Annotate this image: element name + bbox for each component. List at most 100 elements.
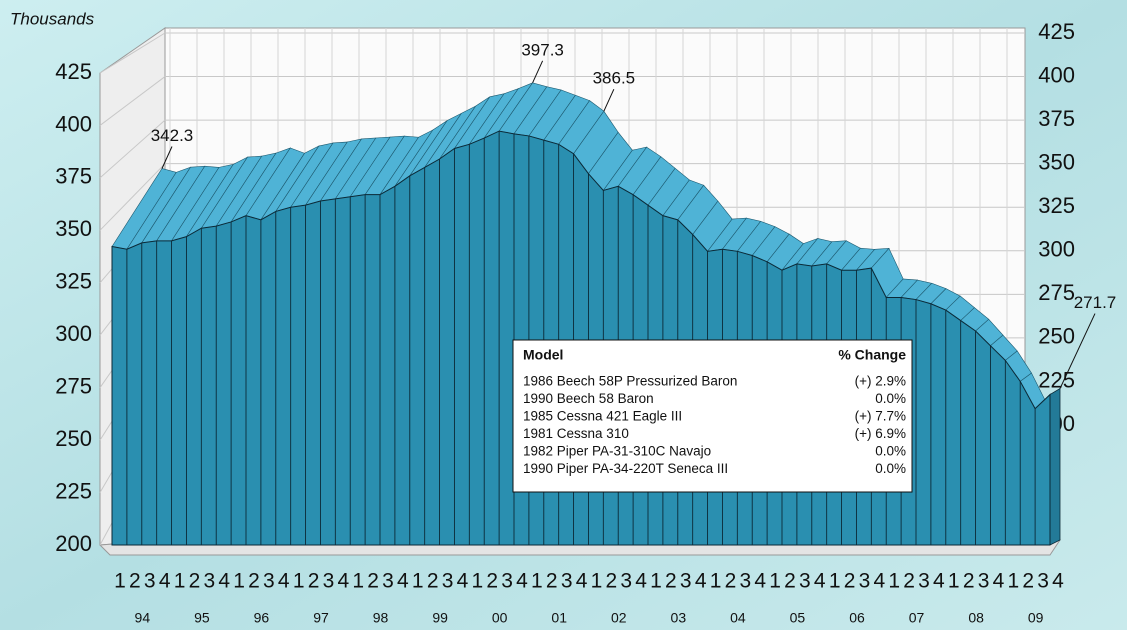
x-tick-label: 4: [754, 570, 766, 593]
year-label: 02: [611, 610, 627, 626]
x-tick-label: 3: [918, 570, 930, 593]
y-tick-label: 400: [55, 111, 92, 136]
y2-tick-label: 400: [1038, 62, 1075, 87]
x-tick-label: 4: [814, 570, 826, 593]
year-label: 03: [671, 610, 687, 626]
y2-tick-label: 250: [1038, 324, 1075, 349]
table: Model % Change 1986 Beech 58P Pressurized …: [512, 339, 913, 493]
x-tick-label: 1: [531, 570, 543, 593]
x-tick-label: 3: [203, 570, 215, 593]
y-tick-label: 200: [55, 531, 92, 556]
table-cell: 0.0%: [875, 391, 906, 406]
year-label: 01: [551, 610, 567, 626]
x-tick-label: 2: [427, 570, 439, 593]
x-tick-label: 2: [963, 570, 975, 593]
x-tick-label: 3: [620, 570, 632, 593]
y2-tick-label: 300: [1038, 237, 1075, 262]
table-cell: (+) 6.9%: [855, 426, 906, 441]
x-tick-label: 1: [710, 570, 722, 593]
y-tick-label: 225: [55, 478, 92, 503]
x-tick-label: 3: [799, 570, 811, 593]
y2-tick-label: 425: [1038, 19, 1075, 44]
x-tick-label: 2: [546, 570, 558, 593]
y-tick-label: 425: [55, 59, 92, 84]
x-tick-label: 1: [829, 570, 841, 593]
grid-line: [99, 119, 166, 179]
table-box: [512, 339, 913, 493]
x-tick-label: 3: [144, 570, 156, 593]
year-label: 08: [968, 610, 984, 626]
end-face: [1049, 387, 1061, 546]
x-tick-label: 3: [442, 570, 454, 593]
y2-tick-label: 375: [1038, 106, 1075, 131]
year-label: 05: [790, 610, 806, 626]
x-tick-label: 3: [1037, 570, 1049, 593]
year-label: 97: [313, 610, 329, 626]
x-tick-label: 2: [784, 570, 796, 593]
x-tick-label: 1: [352, 570, 364, 593]
value-label: 386.5: [593, 69, 636, 88]
year-label: 09: [1028, 610, 1044, 626]
x-tick-label: 2: [1022, 570, 1034, 593]
x-tick-label: 4: [873, 570, 885, 593]
year-label: 06: [849, 610, 865, 626]
x-tick-label: 2: [725, 570, 737, 593]
x-tick-label: 3: [501, 570, 513, 593]
x-tick-label: 2: [129, 570, 141, 593]
x-tick-label: 4: [576, 570, 588, 593]
y2-tick-label: 325: [1038, 193, 1075, 218]
table-header: Model: [523, 347, 563, 363]
x-tick-label: 1: [174, 570, 186, 593]
x-tick-label: 1: [412, 570, 424, 593]
y-tick-label: 250: [55, 426, 92, 451]
x-tick-label: 1: [888, 570, 900, 593]
x-tick-label: 2: [665, 570, 677, 593]
x-tick-label: 4: [337, 570, 349, 593]
x-tick-label: 4: [993, 570, 1005, 593]
x-tick-label: 3: [859, 570, 871, 593]
x-tick-label: 4: [397, 570, 409, 593]
x-tick-label: 1: [293, 570, 305, 593]
x-tick-label: 1: [233, 570, 245, 593]
y-tick-label: 300: [55, 321, 92, 346]
table-cell: 1981 Cessna 310: [523, 426, 629, 441]
x-tick-label: 2: [486, 570, 498, 593]
x-tick-label: 4: [278, 570, 290, 593]
year-label: 00: [492, 610, 508, 626]
x-tick-label: 4: [516, 570, 528, 593]
x-tick-label: 4: [695, 570, 707, 593]
table-cell: 0.0%: [875, 461, 906, 476]
x-tick-label: 4: [635, 570, 647, 593]
y-tick-label: 350: [55, 216, 92, 241]
table-cell: 1982 Piper PA-31-310C Navajo: [523, 444, 711, 459]
x-tick-label: 2: [605, 570, 617, 593]
year-label: 95: [194, 610, 210, 626]
grid-line: [99, 32, 166, 74]
x-tick-label: 1: [591, 570, 603, 593]
y-tick-label: 325: [55, 269, 92, 294]
x-tick-label: 1: [769, 570, 781, 593]
table-cell: 1990 Beech 58 Baron: [523, 391, 654, 406]
unit-label: Thousands: [10, 9, 95, 28]
grid-line: [99, 76, 166, 126]
x-tick-label: 1: [1007, 570, 1019, 593]
x-tick-label: 4: [457, 570, 469, 593]
y2-tick-label: 275: [1038, 280, 1075, 305]
x-tick-label: 2: [189, 570, 201, 593]
table-cell: (+) 7.7%: [855, 409, 906, 424]
x-tick-label: 2: [308, 570, 320, 593]
x-tick-label: 1: [471, 570, 483, 593]
x-tick-label: 3: [978, 570, 990, 593]
table-cell: (+) 2.9%: [855, 374, 906, 389]
x-tick-label: 3: [561, 570, 573, 593]
x-tick-label: 2: [248, 570, 260, 593]
leader-line: [161, 146, 173, 169]
y-tick-label: 275: [55, 373, 92, 398]
leader-line: [1059, 313, 1096, 389]
value-label: 397.3: [521, 40, 564, 59]
table-header: % Change: [838, 347, 906, 363]
x-tick-label: 3: [680, 570, 692, 593]
x-tick-label: 3: [739, 570, 751, 593]
year-label: 94: [135, 610, 151, 626]
